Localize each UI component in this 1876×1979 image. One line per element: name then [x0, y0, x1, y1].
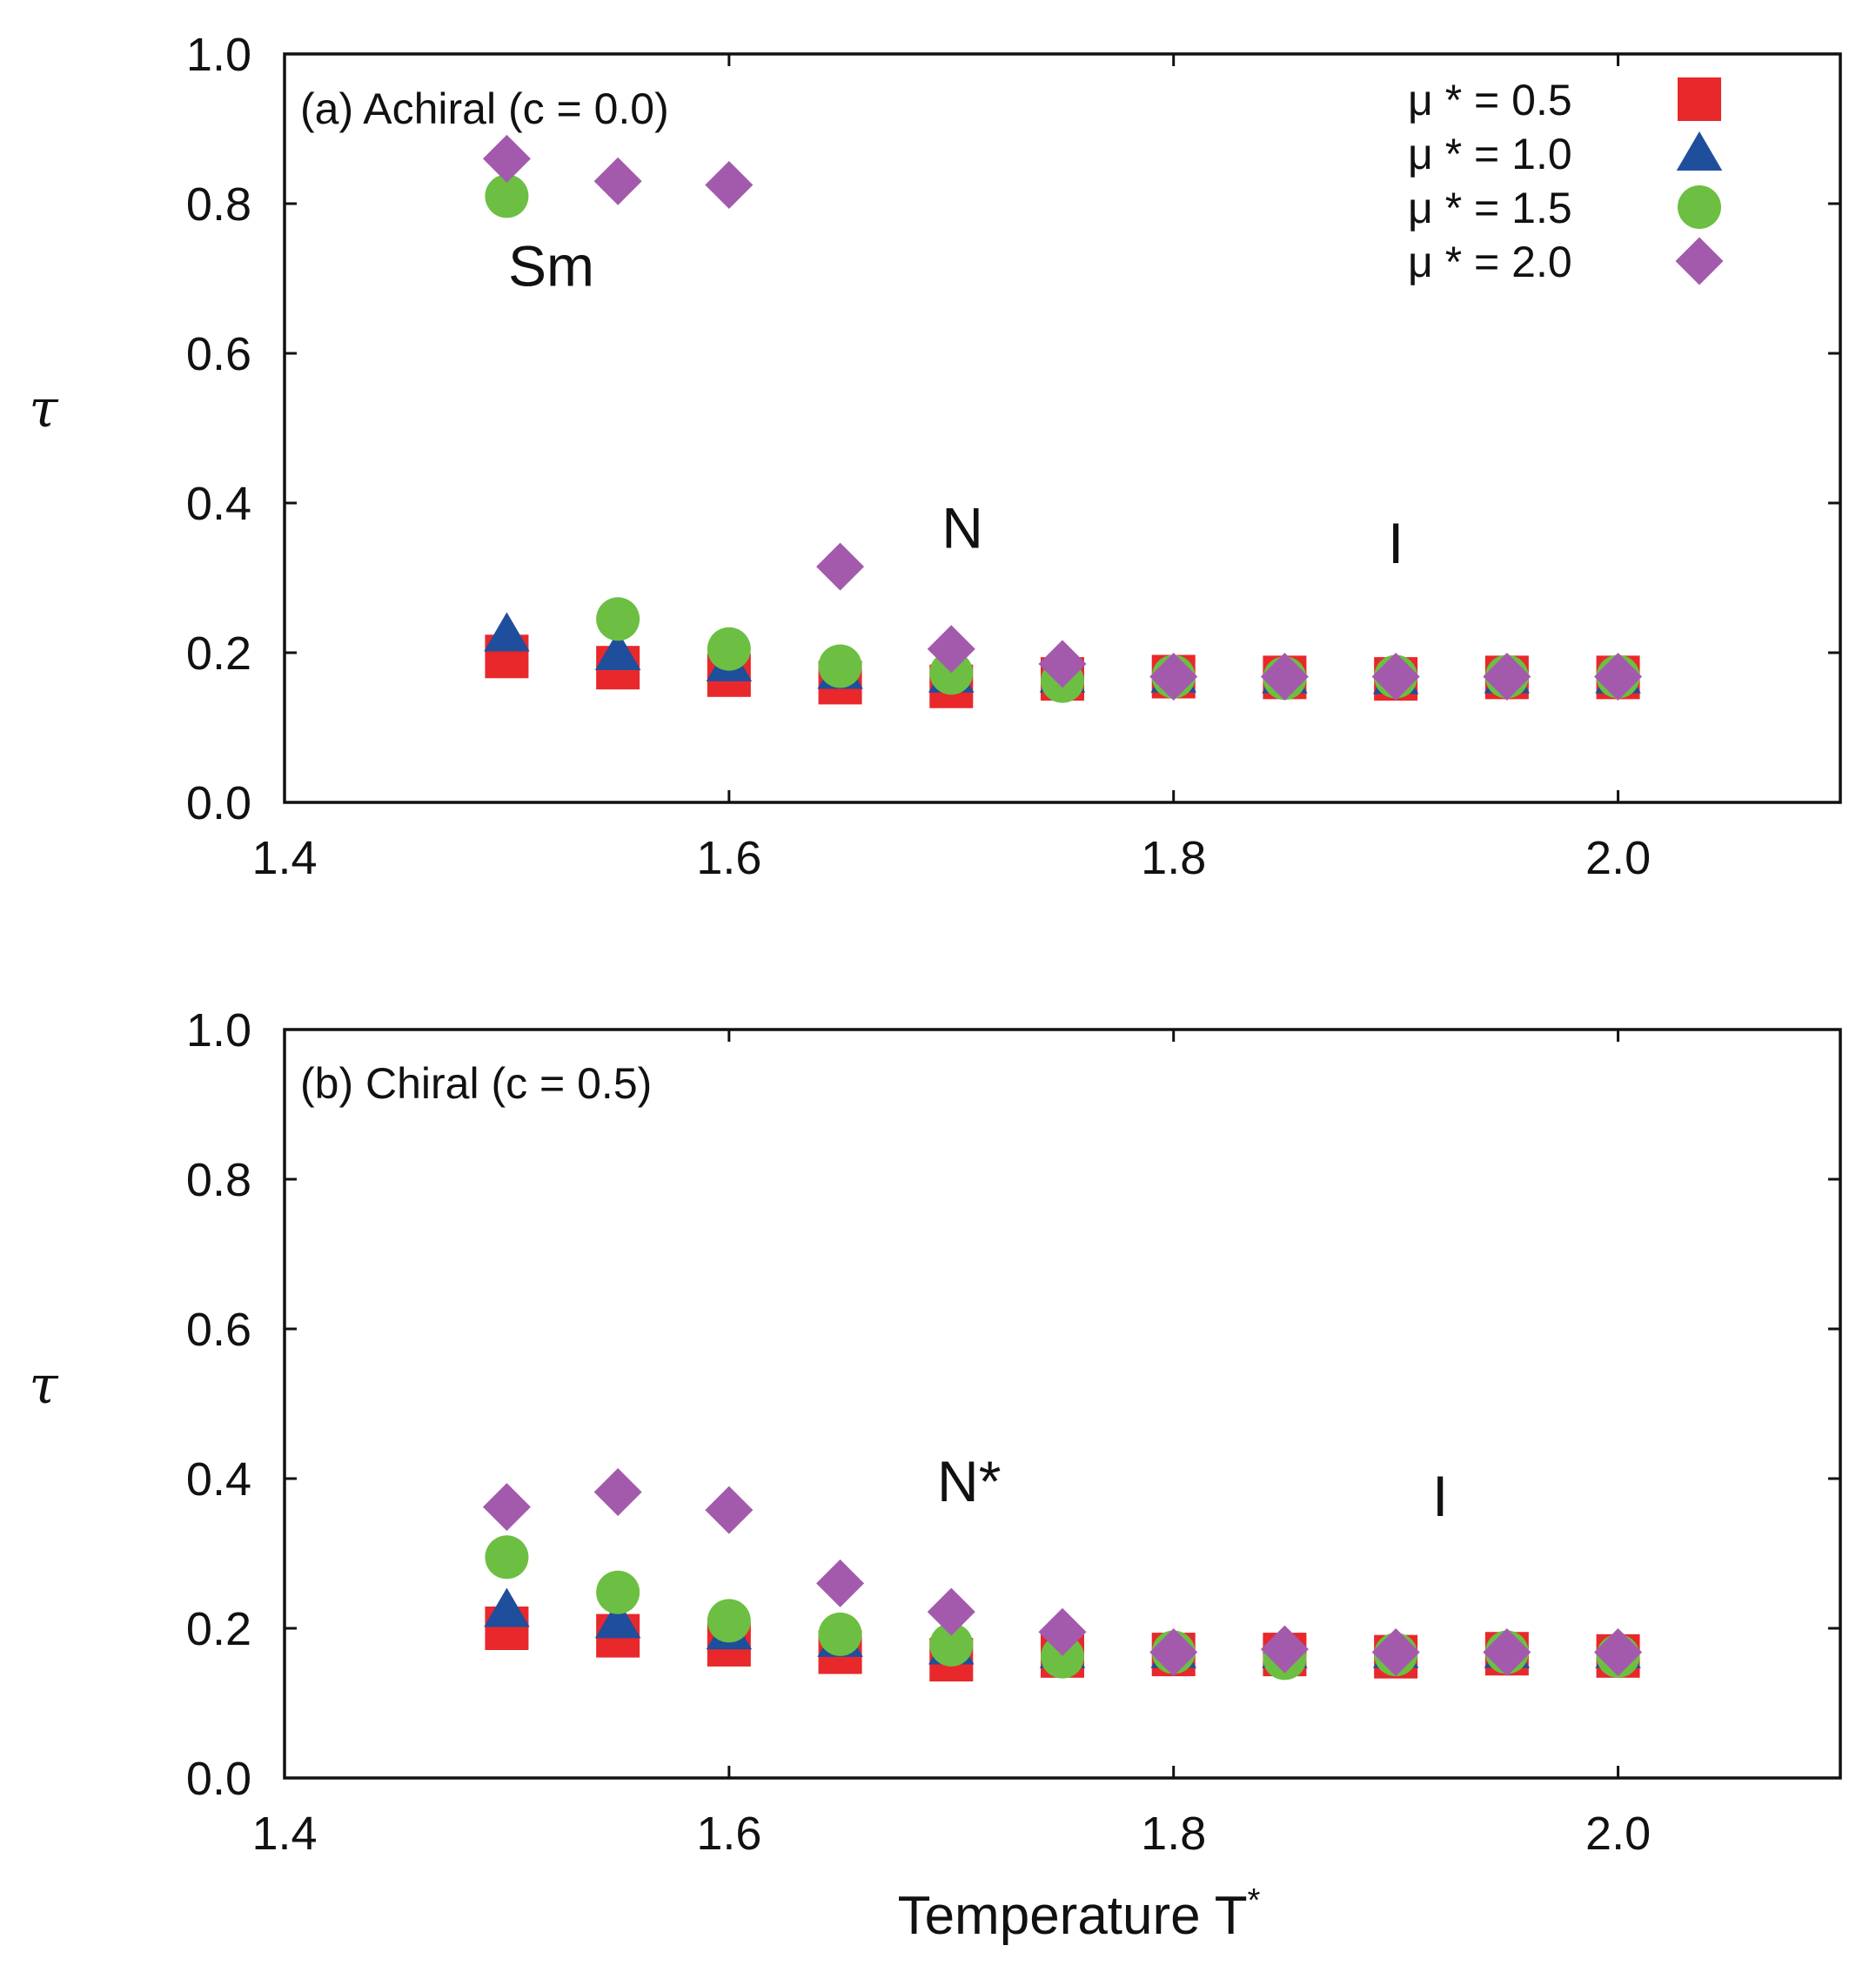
data-point-diamond: [1371, 1628, 1420, 1677]
data-point-diamond: [705, 1486, 754, 1534]
data-point-circle: [818, 1612, 862, 1656]
legend-label-mu-0.5: μ * = 0.5: [1408, 76, 1572, 124]
legend-markers: [1675, 77, 1724, 285]
data-point-diamond: [593, 157, 642, 205]
y-tick-label: 0.4: [186, 478, 251, 530]
legend-label-mu-1.0: μ * = 1.0: [1408, 130, 1572, 178]
data-point-diamond: [593, 1467, 642, 1516]
legend: μ * = 0.5 μ * = 1.0 μ * = 1.5 μ * = 2.0: [1408, 76, 1724, 286]
legend-marker-square: [1678, 77, 1721, 121]
x-axis-label: Temperature T*: [898, 1882, 1261, 1946]
data-point-circle: [485, 1535, 529, 1580]
data-point-triangle: [484, 612, 530, 652]
y-axis-label: τ: [29, 1355, 58, 1416]
phase-labels: N* I: [937, 1449, 1448, 1528]
data-point-diamond: [705, 161, 754, 209]
data-point-diamond: [1260, 653, 1309, 701]
y-tick-label: 0.8: [186, 1154, 251, 1206]
x-axis-label-superscript: *: [1248, 1882, 1261, 1919]
phase-label: I: [1432, 1464, 1448, 1528]
panel-chiral: τ (b) Chiral (c = 0.5) 1.4 1.6 1.8 2.0 0.0 0.…: [29, 1004, 1842, 1946]
data-point-diamond: [1260, 1625, 1309, 1674]
data-point-diamond: [1594, 653, 1643, 701]
x-tick-label: 2.0: [1585, 832, 1651, 884]
data-point-circle: [929, 651, 974, 695]
x-tick-label: 1.8: [1141, 1808, 1206, 1860]
data-marks: [482, 134, 1643, 708]
data-point-circle: [1041, 1634, 1084, 1679]
legend-label-mu-2.0: μ * = 2.0: [1408, 238, 1572, 286]
phase-label: N: [941, 496, 983, 560]
phase-label: N*: [937, 1449, 1001, 1513]
legend-marker-circle: [1678, 185, 1721, 229]
axis-ticks: 1.4 1.6 1.8 2.0 0.0 0.2 0.4 0.6 0.8 1.0: [186, 1004, 1840, 1860]
plot-frame: [283, 1028, 1842, 1780]
y-axis-label: τ: [29, 379, 58, 439]
data-point-diamond: [1483, 653, 1531, 701]
legend-marker-diamond: [1675, 237, 1724, 285]
data-point-diamond: [1149, 653, 1198, 701]
y-tick-label: 1.0: [186, 29, 251, 81]
data-point-triangle: [484, 1587, 530, 1627]
panel-achiral: τ (a) Achiral (c = 0.0) 1.4 1.6 1.8 2.0 0.0 0…: [29, 29, 1842, 884]
data-point-diamond: [482, 1483, 531, 1532]
y-tick-label: 0.6: [186, 328, 251, 380]
data-point-diamond: [1038, 1607, 1087, 1656]
y-tick-label: 0.0: [186, 777, 251, 829]
y-tick-label: 0.6: [186, 1304, 251, 1356]
data-point-diamond: [816, 1559, 865, 1607]
y-tick-label: 0.8: [186, 178, 251, 231]
data-point-triangle: [594, 631, 641, 670]
data-point-diamond: [816, 542, 865, 591]
data-point-triangle: [594, 1599, 641, 1639]
y-tick-label: 1.0: [186, 1004, 251, 1057]
data-point-diamond: [1038, 640, 1087, 688]
y-tick-label: 0.0: [186, 1753, 251, 1805]
data-point-circle: [596, 597, 640, 641]
data-marks: [482, 1467, 1643, 1682]
data-point-circle: [818, 644, 862, 688]
phase-label: Sm: [508, 234, 594, 299]
x-tick-label: 1.8: [1141, 832, 1206, 884]
x-tick-label: 1.4: [251, 832, 317, 884]
data-point-diamond: [927, 625, 975, 674]
x-tick-label: 1.6: [696, 832, 761, 884]
y-tick-label: 0.2: [186, 627, 251, 680]
y-tick-label: 0.2: [186, 1603, 251, 1655]
x-tick-label: 2.0: [1585, 1808, 1651, 1860]
y-tick-label: 0.4: [186, 1453, 251, 1506]
x-tick-label: 1.4: [251, 1808, 317, 1860]
data-point-circle: [707, 627, 751, 671]
axis-ticks: 1.4 1.6 1.8 2.0 0.0 0.2 0.4 0.6 0.8 1.0: [186, 29, 1840, 884]
data-point-circle: [485, 174, 529, 218]
data-point-circle: [596, 1570, 640, 1614]
plot-frame: [283, 52, 1842, 804]
data-point-diamond: [482, 134, 531, 183]
x-tick-label: 1.6: [696, 1808, 761, 1860]
legend-marker-triangle: [1676, 131, 1723, 171]
data-point-diamond: [1371, 653, 1420, 701]
legend-label-mu-1.5: μ * = 1.5: [1408, 184, 1572, 232]
data-point-diamond: [927, 1587, 975, 1636]
data-point-circle: [707, 1599, 751, 1643]
panel-label: (b) Chiral (c = 0.5): [300, 1059, 652, 1108]
data-point-diamond: [1149, 1628, 1198, 1677]
data-point-diamond: [1594, 1628, 1643, 1677]
phase-labels: Sm N I: [508, 234, 1404, 575]
panel-label: (a) Achiral (c = 0.0): [300, 84, 669, 133]
x-axis-label-text: Temperature T: [898, 1886, 1248, 1946]
data-point-diamond: [1483, 1628, 1531, 1677]
phase-label: I: [1388, 511, 1404, 575]
data-point-circle: [929, 1622, 974, 1667]
